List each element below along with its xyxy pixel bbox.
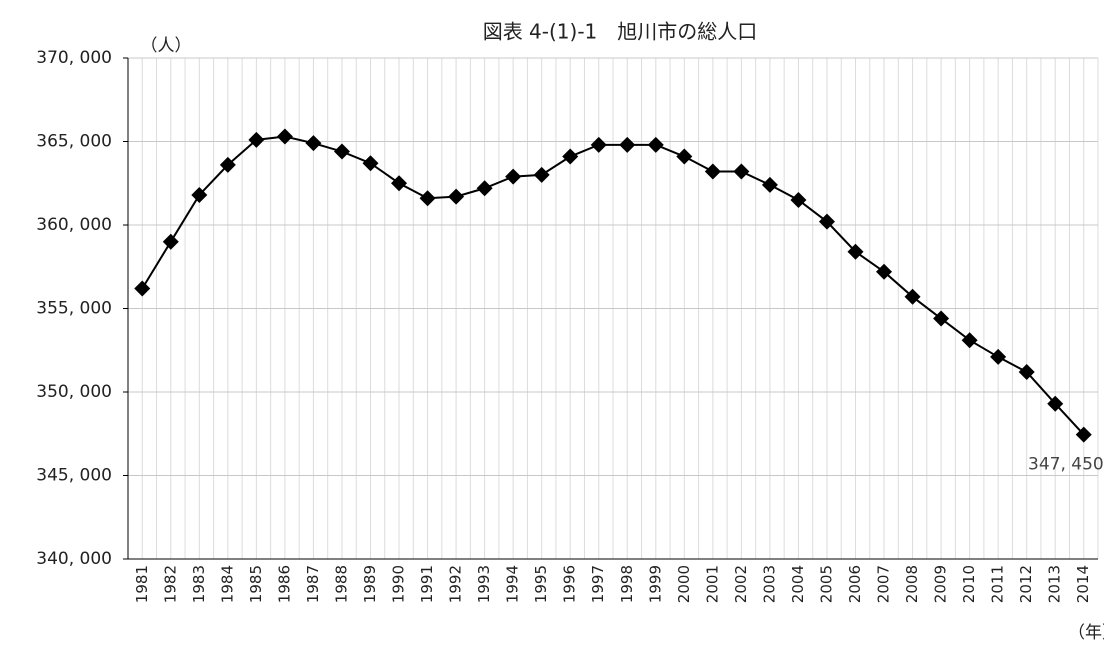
x-tick-label: 1993 bbox=[475, 565, 493, 603]
y-tick-label: 340, 000 bbox=[36, 549, 112, 569]
x-tick-label: 2001 bbox=[703, 565, 721, 603]
x-tick-label: 2003 bbox=[760, 565, 778, 603]
x-tick-label: 2013 bbox=[1046, 565, 1064, 603]
x-tick-label: 1986 bbox=[275, 565, 293, 603]
marker bbox=[419, 190, 436, 207]
y-tick-label: 350, 000 bbox=[36, 382, 112, 402]
marker bbox=[847, 243, 864, 260]
x-tick-label: 2002 bbox=[732, 565, 750, 603]
marker bbox=[704, 163, 721, 180]
x-tick-label: 2014 bbox=[1074, 565, 1092, 603]
x-tick-label: 2010 bbox=[960, 565, 978, 603]
marker bbox=[134, 280, 151, 297]
marker bbox=[476, 180, 493, 197]
marker bbox=[333, 143, 350, 160]
marker bbox=[1075, 426, 1092, 443]
x-tick-label: 2012 bbox=[1017, 565, 1035, 603]
marker bbox=[990, 348, 1007, 365]
x-tick-label: 2009 bbox=[932, 565, 950, 603]
x-tick-label: 2011 bbox=[989, 565, 1007, 603]
marker bbox=[647, 136, 664, 153]
chart-title: 図表 4-(1)-1 旭川市の総人口 bbox=[483, 20, 758, 44]
marker bbox=[505, 168, 522, 185]
marker bbox=[391, 175, 408, 192]
x-tick-label: 2008 bbox=[903, 565, 921, 603]
y-tick-label: 360, 000 bbox=[36, 215, 112, 235]
x-tick-label: 2004 bbox=[789, 565, 807, 603]
x-tick-label: 1984 bbox=[218, 565, 236, 603]
marker bbox=[733, 163, 750, 180]
x-tick-label: 2006 bbox=[846, 565, 864, 603]
marker bbox=[276, 128, 293, 145]
marker bbox=[533, 166, 550, 183]
marker bbox=[1047, 395, 1064, 412]
x-tick-label: 1981 bbox=[133, 565, 151, 603]
marker bbox=[362, 155, 379, 172]
marker bbox=[248, 131, 265, 148]
marker bbox=[162, 233, 179, 250]
marker bbox=[219, 156, 236, 173]
x-tick-label: 2007 bbox=[875, 565, 893, 603]
marker bbox=[619, 136, 636, 153]
line bbox=[141, 135, 1085, 436]
x-tick-label: 1983 bbox=[190, 565, 208, 603]
marker bbox=[961, 332, 978, 349]
marker bbox=[876, 263, 893, 280]
marker bbox=[904, 288, 921, 305]
marker bbox=[676, 148, 693, 165]
y-axis-label: （人） bbox=[141, 36, 192, 56]
x-tick-label: 1987 bbox=[304, 565, 322, 603]
marker bbox=[790, 191, 807, 208]
y-tick-label: 355, 000 bbox=[36, 299, 112, 319]
marker bbox=[761, 176, 778, 193]
x-tick-label: 1992 bbox=[447, 565, 465, 603]
marker bbox=[590, 136, 607, 153]
x-tick-label: 1991 bbox=[418, 565, 436, 603]
marker bbox=[448, 188, 465, 205]
data-label: 347, 450 bbox=[1028, 455, 1104, 475]
marker bbox=[305, 135, 322, 152]
marker bbox=[818, 213, 835, 230]
x-tick-label: 2000 bbox=[675, 565, 693, 603]
x-tick-label: 2005 bbox=[817, 565, 835, 603]
x-tick-label: 1985 bbox=[247, 565, 265, 603]
x-tick-label: 1982 bbox=[161, 565, 179, 603]
x-axis-label: （年） bbox=[1068, 623, 1104, 643]
x-tick-label: 1989 bbox=[361, 565, 379, 603]
marker bbox=[562, 148, 579, 165]
y-tick-label: 365, 000 bbox=[36, 132, 112, 152]
x-tick-label: 1995 bbox=[532, 565, 550, 603]
y-tick-label: 370, 000 bbox=[36, 48, 112, 68]
x-tick-label: 1999 bbox=[646, 565, 664, 603]
marker bbox=[191, 186, 208, 203]
marker bbox=[1018, 363, 1035, 380]
x-tick-label: 1997 bbox=[589, 565, 607, 603]
x-tick-label: 1990 bbox=[390, 565, 408, 603]
marker bbox=[933, 310, 950, 327]
y-tick-label: 345, 000 bbox=[36, 466, 112, 486]
x-tick-label: 1996 bbox=[561, 565, 579, 603]
x-tick-label: 1988 bbox=[332, 565, 350, 603]
x-tick-label: 1998 bbox=[618, 565, 636, 603]
x-tick-label: 1994 bbox=[504, 565, 522, 603]
